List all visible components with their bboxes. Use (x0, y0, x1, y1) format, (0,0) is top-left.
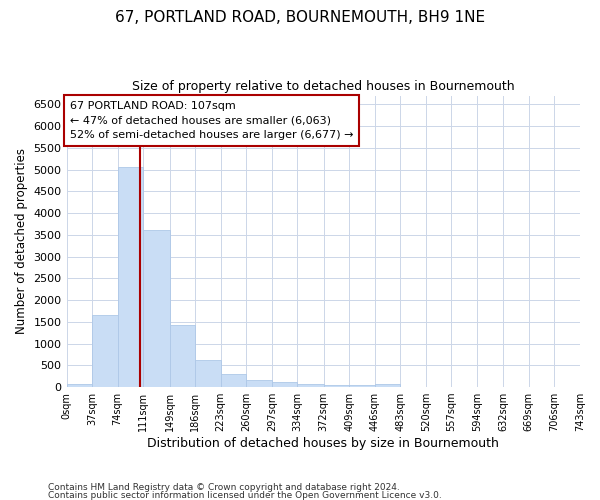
Bar (67, 384, 92, 387)
Bar (92, 316, 118, 387)
Bar (349, 385, 375, 387)
Bar (323, 384, 349, 387)
Bar (143, 230, 170, 387)
Bar (221, 374, 246, 387)
Bar (375, 384, 400, 387)
Bar (246, 380, 272, 387)
Bar (170, 326, 195, 387)
Bar (195, 360, 221, 387)
Y-axis label: Number of detached properties: Number of detached properties (15, 148, 28, 334)
Text: Contains HM Land Registry data © Crown copyright and database right 2024.: Contains HM Land Registry data © Crown c… (48, 484, 400, 492)
Text: 67, PORTLAND ROAD, BOURNEMOUTH, BH9 1NE: 67, PORTLAND ROAD, BOURNEMOUTH, BH9 1NE (115, 10, 485, 25)
Text: 67 PORTLAND ROAD: 107sqm
← 47% of detached houses are smaller (6,063)
52% of sem: 67 PORTLAND ROAD: 107sqm ← 47% of detach… (70, 101, 353, 140)
Title: Size of property relative to detached houses in Bournemouth: Size of property relative to detached ho… (132, 80, 515, 93)
Bar (272, 382, 298, 387)
Text: Contains public sector information licensed under the Open Government Licence v3: Contains public sector information licen… (48, 490, 442, 500)
Bar (118, 168, 143, 387)
X-axis label: Distribution of detached houses by size in Bournemouth: Distribution of detached houses by size … (148, 437, 499, 450)
Bar (298, 384, 323, 387)
